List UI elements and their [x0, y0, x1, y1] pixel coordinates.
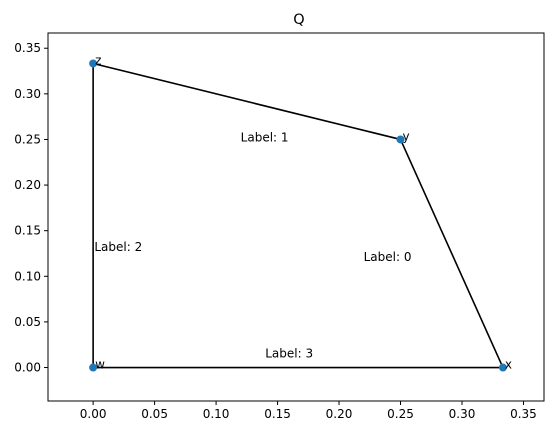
x-tick-label: 0.00: [80, 407, 107, 421]
y-tick-label: 0.20: [14, 178, 41, 192]
x-tick-label: 0.25: [387, 407, 414, 421]
edge-line-x-y: [399, 139, 504, 368]
plot-area: 0.00 0.05 0.10 0.15 0.20 0.25 0.30 0.35 0.00 0.05…: [14, 32, 545, 421]
y-tick-label: 0.25: [14, 132, 41, 146]
x-tick-label: 0.20: [326, 407, 353, 421]
edge-label: Label: 2: [94, 240, 142, 254]
node-label-x: x: [505, 358, 512, 372]
node-point-w: [89, 363, 98, 372]
node-label-w: w: [95, 358, 105, 372]
node-point-x: [498, 363, 507, 372]
x-tick-label: 0.10: [203, 407, 230, 421]
y-tick-label: 0.15: [14, 224, 41, 238]
node-label-y: y: [403, 129, 410, 143]
y-tick-label: 0.30: [14, 87, 41, 101]
y-tick-label: 0.35: [14, 41, 41, 55]
node-point-y: [396, 135, 405, 144]
edge-label: Label: 0: [364, 250, 412, 264]
node-point-z: [89, 59, 98, 68]
x-tick-label: 0.15: [264, 407, 291, 421]
x-tick-label: 0.30: [449, 407, 476, 421]
node-label-z: z: [95, 53, 101, 67]
y-tick-label: 0.00: [14, 361, 41, 375]
edge-label: Label: 3: [265, 346, 313, 360]
edge-line-y-z: [92, 62, 401, 141]
edge-label: Label: 1: [241, 130, 289, 144]
x-tick-label: 0.05: [141, 407, 168, 421]
y-tick-label: 0.05: [14, 315, 41, 329]
x-tick-label: 0.35: [510, 407, 537, 421]
axes-frame: [47, 32, 545, 402]
y-tick-label: 0.10: [14, 269, 41, 283]
chart-title: Q: [293, 12, 304, 28]
